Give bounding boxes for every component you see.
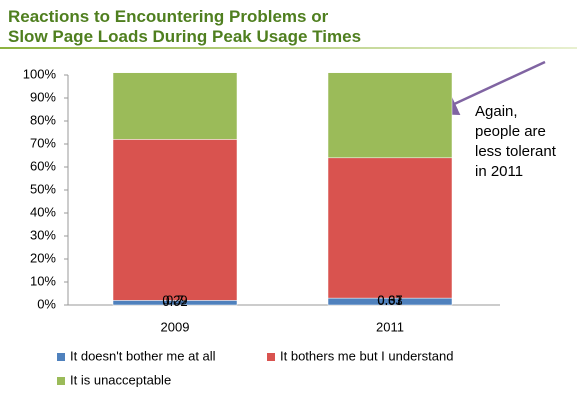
y-tick-label: 70% (30, 135, 56, 150)
y-tick-label: 40% (30, 204, 56, 219)
annotation: Again, (475, 103, 518, 120)
y-tick-label: 0% (37, 296, 56, 311)
legend-label: It bothers me but I understand (280, 348, 453, 363)
chart-title: Reactions to Encountering Problems or (8, 7, 329, 26)
y-tick-label: 10% (30, 273, 56, 288)
legend-label: It doesn't bother me at all (70, 348, 216, 363)
bar-segment (327, 72, 453, 159)
data-label: 0.37 (377, 292, 402, 307)
legend-label: It is unacceptable (70, 372, 171, 387)
y-tick-label: 30% (30, 227, 56, 242)
annotation: people are (475, 123, 546, 140)
data-label: 0.7 (166, 292, 184, 307)
annotation: in 2011 (475, 163, 523, 180)
data-label: 0.61 (377, 292, 402, 307)
y-tick-label: 100% (23, 66, 57, 81)
y-tick-label: 20% (30, 250, 56, 265)
annotation: less tolerant (475, 143, 557, 160)
legend-swatch (57, 377, 65, 385)
y-tick-label: 90% (30, 89, 56, 104)
title-rule (0, 47, 577, 49)
y-tick-label: 60% (30, 158, 56, 173)
legend-swatch (267, 353, 275, 361)
annotation-arrow (432, 60, 546, 115)
y-tick-label: 80% (30, 112, 56, 127)
x-tick-label: 2011 (376, 319, 404, 334)
data-label: 0.29 (162, 292, 187, 307)
x-tick-label: 2009 (161, 319, 190, 334)
bar-segment (327, 157, 453, 299)
y-tick-label: 50% (30, 181, 56, 196)
bar-segment (112, 72, 238, 140)
chart-title: Slow Page Loads During Peak Usage Times (8, 27, 361, 46)
legend-swatch (57, 353, 65, 361)
bar-segment (112, 139, 238, 301)
